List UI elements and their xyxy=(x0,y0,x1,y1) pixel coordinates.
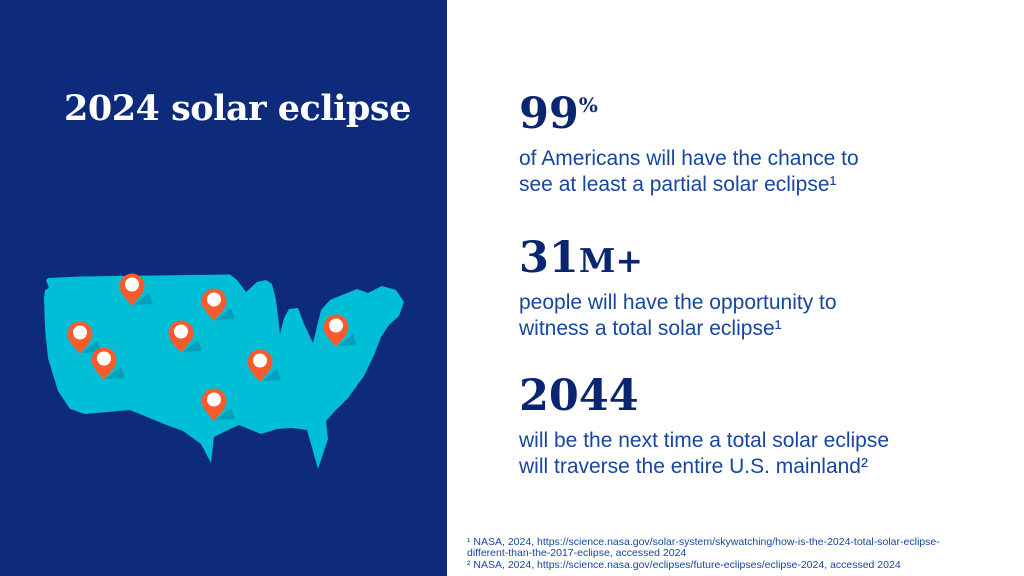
left-panel: 2024 solar eclipse xyxy=(0,0,447,576)
stat-description-line: will be the next time a total solar ecli… xyxy=(519,429,890,452)
stat-value-main: 31 xyxy=(519,233,579,283)
pin-shadow xyxy=(134,293,153,305)
location-pin-icon xyxy=(323,314,349,347)
stat-value: 99% xyxy=(519,93,859,136)
stat-description-line: people will have the opportunity to xyxy=(519,291,837,314)
location-pin-icon xyxy=(201,288,227,321)
location-pin-icon xyxy=(119,273,145,306)
us-map-outline xyxy=(44,274,404,469)
stat-value: 2044 xyxy=(519,375,889,418)
footnote-line: ² NASA, 2024, https://science.nasa.gov/e… xyxy=(467,558,901,571)
pin-shadow xyxy=(262,369,281,381)
pin-shadow xyxy=(338,334,357,346)
stat-value-main: 99 xyxy=(519,89,579,139)
pin-dot xyxy=(125,277,139,292)
stat-value: 31M+ xyxy=(519,237,837,280)
pins-layer xyxy=(67,273,349,421)
pin-dot xyxy=(329,318,343,333)
pin-dot xyxy=(174,324,188,339)
stat-description-line: will traverse the entire U.S. mainland² xyxy=(519,455,868,478)
location-pin-icon xyxy=(168,320,194,353)
pin-shadow xyxy=(82,341,101,353)
pin-dot xyxy=(73,325,87,340)
stats-panel: 99% of Americans will have the chance to… xyxy=(447,0,1024,576)
stat-suffix: % xyxy=(578,93,598,117)
stat-description: of Americans will have the chance to see… xyxy=(519,146,859,198)
stat-partial-eclipse: 99% of Americans will have the chance to… xyxy=(519,93,859,198)
pin-dot xyxy=(207,392,221,407)
pin-shadows-layer xyxy=(82,293,357,420)
us-map xyxy=(44,273,404,469)
location-pin-icon xyxy=(91,347,117,380)
pin-dot xyxy=(97,351,111,366)
pin-dot xyxy=(207,292,221,307)
pin-shadow xyxy=(183,340,202,352)
stat-description-line: of Americans will have the chance to xyxy=(519,147,859,170)
footnote-line: different-than-the-2017-eclipse, accesse… xyxy=(467,547,687,560)
location-pin-icon xyxy=(247,349,273,382)
pin-dot xyxy=(253,353,267,368)
pin-shadow xyxy=(216,308,235,320)
stat-description: people will have the opportunity to witn… xyxy=(519,290,837,342)
footnotes: ¹ NASA, 2024, https://science.nasa.gov/s… xyxy=(467,536,940,571)
stat-description-line: see at least a partial solar eclipse¹ xyxy=(519,173,837,196)
location-pin-icon xyxy=(201,388,227,421)
stat-value-main: 2044 xyxy=(519,371,639,421)
pin-shadow xyxy=(106,367,125,379)
stat-next-eclipse-year: 2044 will be the next time a total solar… xyxy=(519,375,889,480)
stat-description-line: witness a total solar eclipse¹ xyxy=(519,317,782,340)
page-title: 2024 solar eclipse xyxy=(64,88,411,129)
stat-description: will be the next time a total solar ecli… xyxy=(519,428,889,480)
stat-suffix: M+ xyxy=(578,241,644,280)
pin-shadow xyxy=(216,408,235,420)
location-pin-icon xyxy=(67,321,93,354)
stat-total-eclipse-viewers: 31M+ people will have the opportunity to… xyxy=(519,237,837,342)
footnote-line: ¹ NASA, 2024, https://science.nasa.gov/s… xyxy=(467,536,940,548)
